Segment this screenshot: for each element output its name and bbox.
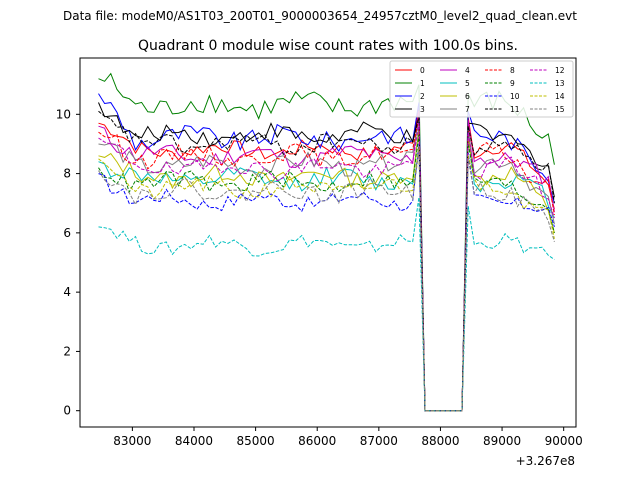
chart-title: Quadrant 0 module wise count rates with … [138, 38, 518, 54]
series-line-12 [98, 123, 555, 412]
legend-label-5: 5 [465, 79, 470, 88]
legend-label-0: 0 [420, 66, 425, 75]
legend-label-8: 8 [510, 66, 515, 75]
series-line-6 [98, 129, 555, 412]
legend-label-4: 4 [465, 66, 470, 75]
y-tick-label: 6 [63, 226, 71, 240]
legend-label-12: 12 [555, 66, 565, 75]
x-tick-label: 86000 [298, 434, 336, 448]
legend-label-11: 11 [510, 105, 520, 114]
x-offset-label: +3.267e8 [516, 454, 575, 468]
legend-label-3: 3 [420, 105, 425, 114]
series-line-3 [98, 102, 555, 412]
series-line-4 [98, 111, 555, 412]
series-line-13 [98, 197, 555, 412]
legend-label-13: 13 [555, 79, 565, 88]
x-axis: 83000 84000 85000 86000 87000 88000 89000 90000 [113, 427, 583, 448]
legend-label-9: 9 [510, 79, 515, 88]
x-tick-label: 88000 [421, 434, 459, 448]
x-tick-label: 84000 [175, 434, 213, 448]
legend-label-15: 15 [555, 105, 565, 114]
x-tick-label: 83000 [113, 434, 151, 448]
y-tick-label: 8 [63, 167, 71, 181]
series-line-15 [98, 149, 555, 412]
plot-frame [79, 57, 577, 428]
legend-label-7: 7 [465, 105, 470, 114]
series-line-11 [98, 110, 555, 412]
y-tick-label: 0 [63, 404, 71, 418]
legend-label-2: 2 [420, 92, 425, 101]
y-axis: 0 2 4 6 8 10 [56, 107, 80, 418]
legend-label-14: 14 [555, 92, 565, 101]
legend-label-10: 10 [510, 92, 520, 101]
x-tick-label: 90000 [545, 434, 583, 448]
figure-suptitle: Data file: modeM0/AS1T03_200T01_90000036… [63, 9, 577, 23]
x-tick-label: 87000 [360, 434, 398, 448]
y-tick-label: 2 [63, 344, 71, 358]
series-group [98, 72, 555, 412]
legend-label-1: 1 [420, 79, 425, 88]
y-tick-label: 4 [63, 285, 71, 299]
x-tick-label: 89000 [483, 434, 521, 448]
legend-label-6: 6 [465, 92, 470, 101]
legend-box [389, 60, 574, 118]
series-line-7 [98, 120, 555, 412]
y-tick-label: 10 [56, 107, 71, 121]
x-tick-label: 85000 [237, 434, 275, 448]
series-line-10 [98, 143, 555, 412]
series-line-8 [98, 117, 555, 412]
